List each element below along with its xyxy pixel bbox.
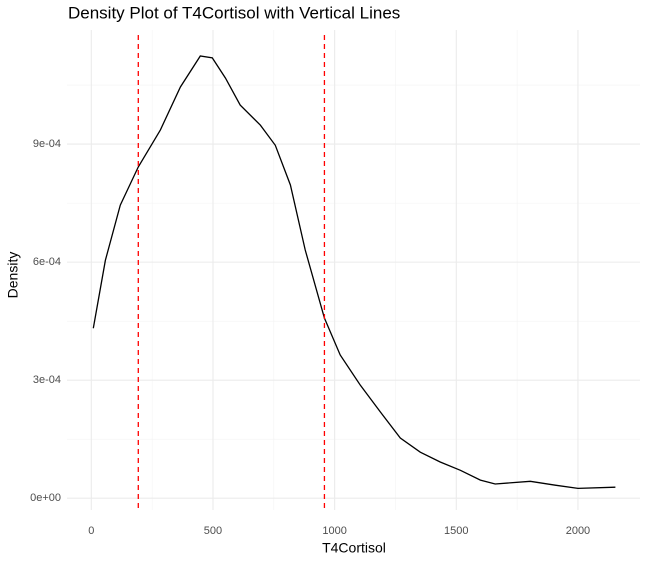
x-tick-label: 1500	[444, 525, 468, 537]
x-tick-label: 0	[88, 525, 94, 537]
y-axis-title: Density	[5, 252, 21, 299]
x-tick-label: 500	[204, 525, 222, 537]
density-line	[92, 55, 616, 490]
x-tick-label: 2000	[566, 525, 590, 537]
y-tick-label: 0e+00	[30, 492, 61, 504]
y-tick-label: 9e-04	[33, 138, 61, 150]
chart-title: Density Plot of T4Cortisol with Vertical…	[68, 3, 400, 22]
x-axis-title: T4Cortisol	[322, 540, 386, 556]
y-tick-label: 3e-04	[33, 374, 61, 386]
y-tick-label: 6e-04	[33, 256, 61, 268]
x-tick-label: 1000	[322, 525, 346, 537]
